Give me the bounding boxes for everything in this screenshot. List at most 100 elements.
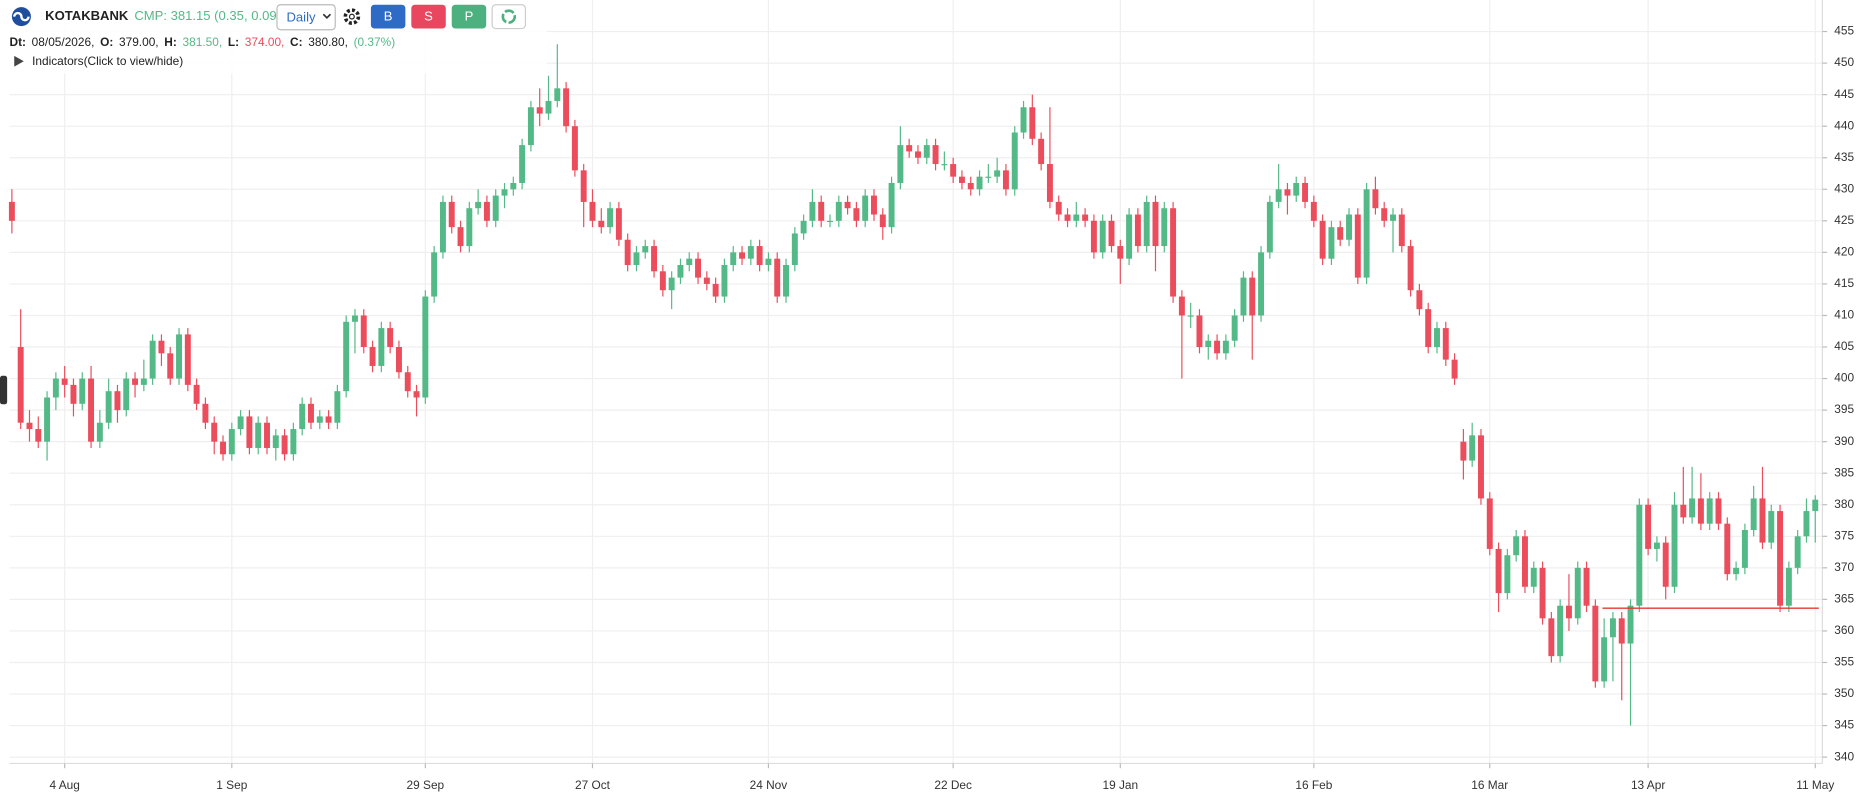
cmp: CMP: 381.15 (0.35, 0.09%) bbox=[134, 8, 292, 23]
candle-body bbox=[1768, 511, 1775, 543]
candle-body bbox=[809, 201, 816, 221]
candle-body bbox=[1671, 504, 1678, 587]
candle-body bbox=[730, 252, 737, 265]
candle-body bbox=[774, 258, 781, 297]
candle-body bbox=[624, 239, 631, 265]
candle-body bbox=[879, 214, 886, 228]
y-tick-label: 350 bbox=[1834, 686, 1854, 700]
expand-triangle[interactable] bbox=[14, 55, 24, 67]
candle-body bbox=[1302, 182, 1309, 202]
candle-body bbox=[246, 416, 253, 448]
candle-body bbox=[1697, 498, 1704, 524]
candle-body bbox=[202, 403, 209, 423]
candle-body bbox=[1099, 220, 1106, 253]
candle-body bbox=[413, 391, 420, 398]
candle-body bbox=[818, 201, 825, 221]
candle-body bbox=[132, 378, 139, 385]
candle-body bbox=[466, 208, 473, 247]
candle-body bbox=[598, 220, 605, 228]
y-tick-label: 375 bbox=[1834, 528, 1854, 542]
candle-body bbox=[448, 201, 455, 228]
candle-body bbox=[747, 246, 754, 259]
info-value: 08/05/2026, bbox=[32, 35, 95, 49]
chart-type-button[interactable] bbox=[491, 4, 527, 30]
candle-body bbox=[140, 378, 147, 385]
candle-body bbox=[255, 422, 262, 448]
candle-body bbox=[369, 347, 376, 366]
side-tab[interactable] bbox=[0, 375, 8, 405]
y-tick-label: 355 bbox=[1834, 655, 1854, 669]
candle-body bbox=[1187, 315, 1194, 317]
candle-body bbox=[607, 208, 614, 228]
y-tick-label: 340 bbox=[1834, 749, 1854, 763]
candle-body bbox=[237, 416, 244, 430]
candle-body bbox=[422, 296, 429, 398]
candle-body bbox=[994, 170, 1001, 177]
candle-body bbox=[88, 378, 95, 442]
candle-body bbox=[1328, 227, 1335, 259]
candle-body bbox=[457, 227, 464, 247]
candle-body bbox=[1293, 182, 1300, 196]
candle-body bbox=[1504, 555, 1511, 594]
candle-body bbox=[1794, 536, 1801, 568]
candle-body bbox=[651, 246, 658, 272]
candle-body bbox=[395, 347, 402, 373]
candle-body bbox=[70, 384, 77, 404]
candle-body bbox=[1196, 315, 1203, 348]
candle-body bbox=[1090, 220, 1097, 253]
candle-body bbox=[1363, 189, 1370, 278]
candle-body bbox=[316, 416, 323, 423]
candle-body bbox=[1214, 340, 1221, 354]
y-tick-label: 360 bbox=[1834, 623, 1854, 637]
y-tick-label: 415 bbox=[1834, 276, 1854, 290]
indicators-toggle[interactable]: Indicators(Click to view/hide) bbox=[32, 54, 183, 68]
candle-body bbox=[1416, 290, 1423, 310]
candle-body bbox=[501, 189, 508, 196]
candle-body bbox=[1609, 618, 1616, 638]
candle-body bbox=[35, 429, 42, 442]
candle-body bbox=[510, 182, 517, 190]
candle-body bbox=[1117, 246, 1124, 259]
y-tick-label: 405 bbox=[1834, 339, 1854, 353]
candle-body bbox=[677, 264, 684, 278]
candle-body bbox=[1627, 605, 1634, 644]
candle-body bbox=[1803, 511, 1810, 537]
y-tick-label: 435 bbox=[1834, 150, 1854, 164]
candle-body bbox=[1073, 214, 1080, 221]
candle-body bbox=[149, 340, 156, 379]
candle-body bbox=[1337, 227, 1344, 240]
interval-select[interactable] bbox=[276, 4, 336, 31]
buy-button[interactable] bbox=[370, 4, 406, 29]
candle-body bbox=[492, 195, 499, 221]
candle-body bbox=[1689, 498, 1696, 518]
candle-body bbox=[281, 435, 288, 455]
ohlc-info: Dt: 08/05/2026, O: 379.00, H: 381.50, L:… bbox=[10, 35, 396, 49]
gear-hub bbox=[348, 13, 355, 20]
candle-body bbox=[1733, 567, 1740, 575]
candle-body bbox=[1724, 523, 1731, 575]
candle-body bbox=[642, 246, 649, 253]
candle-body bbox=[1258, 252, 1265, 316]
candle-body bbox=[1574, 567, 1581, 619]
info-label: C: bbox=[290, 35, 303, 49]
candle-body bbox=[862, 195, 869, 221]
position-button[interactable] bbox=[451, 4, 487, 29]
candle-body bbox=[897, 145, 904, 183]
candle-body bbox=[1530, 567, 1537, 587]
candle-body bbox=[1170, 208, 1177, 297]
candle-body bbox=[721, 264, 728, 297]
candle-body bbox=[1372, 189, 1379, 209]
sell-label: S bbox=[424, 9, 433, 24]
candle-body bbox=[1513, 536, 1520, 556]
candle-body bbox=[571, 126, 578, 171]
candle-body bbox=[1205, 340, 1212, 348]
candle-body bbox=[1222, 340, 1229, 354]
candle-body bbox=[228, 429, 235, 455]
candle-body bbox=[686, 258, 693, 265]
settings-button[interactable] bbox=[343, 8, 361, 25]
sell-button[interactable] bbox=[411, 4, 446, 29]
candle-body bbox=[1319, 220, 1326, 259]
candle-body bbox=[378, 328, 385, 366]
y-tick-label: 425 bbox=[1834, 213, 1854, 227]
